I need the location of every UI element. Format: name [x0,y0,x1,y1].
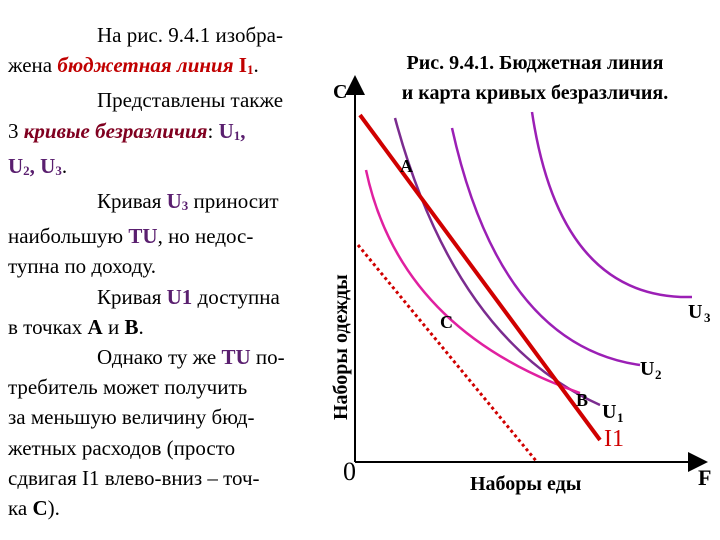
text-run: по- [250,345,285,370]
text-run: ). [47,496,60,521]
curve-u1 [393,117,601,407]
text-run: 1 [233,127,241,143]
text-run: и [102,314,125,339]
text-line: требитель может получить [8,372,326,402]
text-run: ка [8,496,33,521]
shifted-budget-line [356,244,539,463]
text-run: : [207,118,219,143]
text-run: U1 [166,284,193,309]
text-run: сдвигая I1 влево-вниз – точ- [8,465,260,490]
text-run: бюджетная линия [57,53,234,78]
curve-label: 2 [655,367,662,382]
text-run: 1 [246,62,254,78]
text-run: . [138,314,144,339]
text-line: U2, U3. [8,151,326,186]
text-line: тупна по доходу. [8,251,326,281]
budget-line [358,113,602,442]
title: и карта кривых безразличия. [402,82,668,104]
text-line: Однако ту же TU по- [8,342,326,372]
text-run: Кривая [97,284,167,309]
axis-end-label: F [698,465,711,490]
text-run: доступна [192,284,280,309]
text-run: 2 [23,162,30,178]
text-run: 3 [8,118,24,143]
text-run: Однако ту же [97,345,222,370]
x-axis-label: Наборы еды [470,473,582,495]
point-label: A [400,156,413,176]
text-run: приносит [188,189,279,214]
text-run: . [61,153,68,178]
text-run: U [166,189,182,214]
text-run: Представлены также [97,88,284,113]
text-run: наибольшую [8,224,129,249]
text-run: Кривая [97,189,167,214]
text-line: сдвигая I1 влево-вниз – точ- [8,463,326,493]
text-line: 3 кривые безразличия: U1, [8,116,326,151]
text-run: TU [221,345,251,370]
curve-label: 1 [617,410,624,425]
text-run: жетных расходов (просто [8,435,236,460]
title: Рис. 9.4.1. Бюджетная линия [407,52,664,74]
text-run: кривые безразличия [23,118,208,143]
curve-label: U [640,358,654,380]
text-run: тупна по доходу. [8,254,157,279]
text-run: , [240,118,246,143]
text-run: C [32,496,48,521]
curve-label: U [688,301,702,323]
text-run: 3 [55,162,62,178]
text-run: в точках [8,314,88,339]
text-run: I [233,53,247,78]
text-line: Кривая U3 приносит [8,186,326,221]
origin: 0 [343,457,356,486]
text-run: , U [29,153,56,178]
body-text: На рис. 9.4.1 изобра-жена бюджетная лини… [8,20,326,523]
y-axis-label: Наборы одежды [330,274,352,420]
text-run: , но недос- [157,224,254,249]
text-run: жена [8,53,58,78]
text-line: На рис. 9.4.1 изобра- [8,20,326,50]
text-run: 3 [181,198,189,214]
text-line: Кривая U1 доступна [8,282,326,312]
point-label: B [576,390,588,410]
text-line: жена бюджетная линия I1. [8,50,326,85]
curve-u3 [530,111,693,299]
text-line: в точках A и B. [8,312,326,342]
text-run: . [253,53,259,78]
text-line: ка C). [8,493,326,523]
text-run: A [87,314,103,339]
text-line: жетных расходов (просто [8,433,326,463]
text-run: за меньшую величину бюд- [8,405,255,430]
text-line: наибольшую TU, но недос- [8,221,326,251]
text-run: На рис. 9.4.1 изобра- [97,23,283,47]
text-run: требитель может получить [8,375,248,400]
budget-label: I1 [604,426,624,452]
text-run: TU [128,224,158,249]
curve-label: 3 [704,310,711,325]
text-run: U [8,153,24,178]
curve-label: U [602,401,616,423]
curve-c [364,169,581,395]
point-label: C [440,312,453,332]
text-run: B [124,314,139,339]
text-line: за меньшую величину бюд- [8,402,326,432]
curve-u2 [450,127,641,367]
axis-end-label: C [333,81,347,103]
text-run: U [218,118,234,143]
text-line: Представлены также [8,85,326,115]
